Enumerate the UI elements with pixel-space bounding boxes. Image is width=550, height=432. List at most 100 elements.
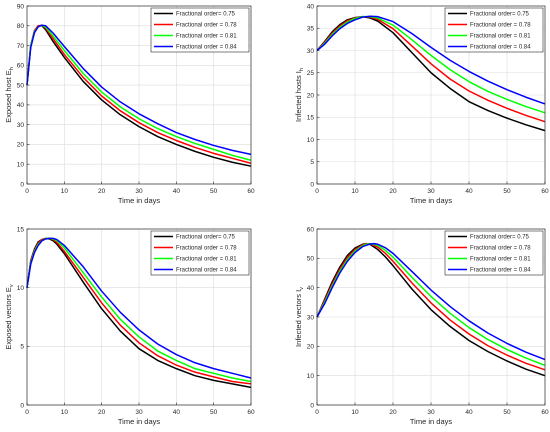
y-tick-label: 20 [307, 92, 315, 99]
legend-label-2: Fractional order = 0.78 [470, 246, 531, 252]
legend-label-1: Fractional order= 0.75 [470, 12, 530, 18]
x-tick-label: 20 [389, 409, 397, 416]
y-axis-label: Exposed vectors Ev [4, 284, 15, 350]
y-tick-label: 0 [20, 402, 24, 409]
legend: Fractional order= 0.75 Fractional order =… [150, 230, 250, 276]
y-tick-label: 90 [17, 3, 25, 10]
x-tick-label: 10 [61, 188, 69, 195]
y-tick-label: 30 [307, 314, 315, 321]
y-tick-label: 5 [20, 344, 24, 351]
x-tick-label: 10 [61, 409, 69, 416]
x-tick-label: 60 [247, 409, 255, 416]
y-tick-label: 0 [310, 402, 314, 409]
series-line-1 [316, 242, 546, 377]
legend-box [444, 7, 544, 53]
y-tick-label: 10 [307, 137, 315, 144]
chart-4: 0 10 20 30 40 50 60 0 10 20 30 40 50 60 Time in days In… [294, 226, 549, 426]
y-tick-label: 50 [307, 256, 315, 263]
legend-label-3: Fractional order = 0.81 [176, 34, 237, 40]
y-tick-label: 20 [307, 344, 315, 351]
series-line-4 [316, 15, 546, 105]
x-axis-label: Time in days [410, 417, 452, 426]
legend-label-1: Fractional order= 0.75 [176, 235, 236, 241]
y-tick-label: 10 [17, 285, 25, 292]
x-axis-label: Time in days [118, 196, 160, 205]
legend-label-4: Fractional order = 0.84 [470, 45, 531, 51]
y-tick-label: 20 [17, 142, 25, 149]
y-tick-label: 30 [17, 122, 25, 129]
legend-label-3: Fractional order = 0.81 [470, 34, 531, 40]
y-tick-label: 35 [307, 26, 315, 33]
legend-label-4: Fractional order = 0.84 [470, 268, 531, 274]
legend-box [444, 230, 544, 276]
y-tick-label: 25 [307, 70, 315, 77]
y-tick-label: 0 [310, 181, 314, 188]
y-tick-label: 30 [307, 48, 315, 55]
x-tick-label: 60 [247, 188, 255, 195]
x-tick-label: 50 [210, 188, 218, 195]
y-tick-label: 60 [307, 226, 315, 233]
chart-3: 0 10 20 30 40 50 60 0 5 10 15 Time in days Exposed v… [4, 226, 255, 426]
x-tick-label: 50 [210, 409, 218, 416]
series-line-4 [26, 237, 252, 379]
y-axis-label: Infected vectors Iv [294, 287, 305, 347]
y-tick-label: 40 [307, 3, 315, 10]
x-tick-label: 40 [173, 409, 181, 416]
x-tick-label: 30 [135, 188, 143, 195]
legend-label-3: Fractional order = 0.81 [470, 257, 531, 263]
y-tick-label: 70 [17, 43, 25, 50]
x-tick-label: 30 [427, 409, 435, 416]
series-line-2 [26, 237, 252, 385]
series-line-1 [316, 15, 546, 132]
legend-box [150, 230, 250, 276]
x-tick-label: 50 [503, 188, 511, 195]
series-line-4 [26, 24, 252, 156]
x-tick-label: 10 [351, 409, 359, 416]
legend-label-1: Fractional order= 0.75 [470, 235, 530, 241]
y-tick-label: 40 [17, 102, 25, 109]
legend: Fractional order= 0.75 Fractional order =… [444, 230, 544, 276]
y-tick-label: 40 [307, 285, 315, 292]
x-tick-label: 40 [465, 409, 473, 416]
y-tick-label: 15 [17, 226, 25, 233]
x-tick-label: 60 [541, 188, 549, 195]
y-tick-label: 50 [17, 82, 25, 89]
chart-2: 0 10 20 30 40 50 60 0 5 10 15 20 25 30 35 40 Time in day… [294, 3, 549, 205]
legend-label-2: Fractional order = 0.78 [470, 23, 531, 29]
series-line-3 [316, 242, 546, 367]
series-line-2 [316, 15, 546, 123]
legend: Fractional order= 0.75 Fractional order =… [150, 7, 250, 53]
legend-label-2: Fractional order = 0.78 [176, 246, 237, 252]
chart-1: 0 10 20 30 40 50 60 0 10 20 30 40 50 60 70 80 90 Time in … [4, 3, 255, 205]
y-tick-label: 10 [17, 162, 25, 169]
x-tick-label: 0 [25, 409, 29, 416]
series-line-4 [316, 242, 546, 361]
y-axis-label: Infected hosts Ih [294, 68, 305, 122]
legend: Fractional order= 0.75 Fractional order =… [444, 7, 544, 53]
x-tick-label: 10 [351, 188, 359, 195]
x-axis-label: Time in days [410, 196, 452, 205]
series-line-3 [316, 15, 546, 114]
y-tick-label: 0 [20, 181, 24, 188]
x-tick-label: 20 [389, 188, 397, 195]
legend-label-2: Fractional order = 0.78 [176, 23, 237, 29]
y-tick-label: 10 [307, 373, 315, 380]
legend-label-4: Fractional order = 0.84 [176, 45, 237, 51]
x-tick-label: 30 [135, 409, 143, 416]
legend-label-3: Fractional order = 0.81 [176, 257, 237, 263]
x-tick-label: 0 [25, 188, 29, 195]
x-tick-label: 0 [315, 409, 319, 416]
y-tick-label: 60 [17, 63, 25, 70]
x-tick-label: 20 [98, 188, 106, 195]
x-tick-label: 60 [541, 409, 549, 416]
x-axis-label: Time in days [118, 417, 160, 426]
legend-box [150, 7, 250, 53]
y-tick-label: 80 [17, 23, 25, 30]
y-axis-label: Exposed host Eh [4, 67, 15, 123]
x-tick-label: 40 [173, 188, 181, 195]
x-tick-label: 0 [315, 188, 319, 195]
x-tick-label: 20 [98, 409, 106, 416]
y-tick-label: 5 [310, 159, 314, 166]
y-tick-label: 15 [307, 115, 315, 122]
